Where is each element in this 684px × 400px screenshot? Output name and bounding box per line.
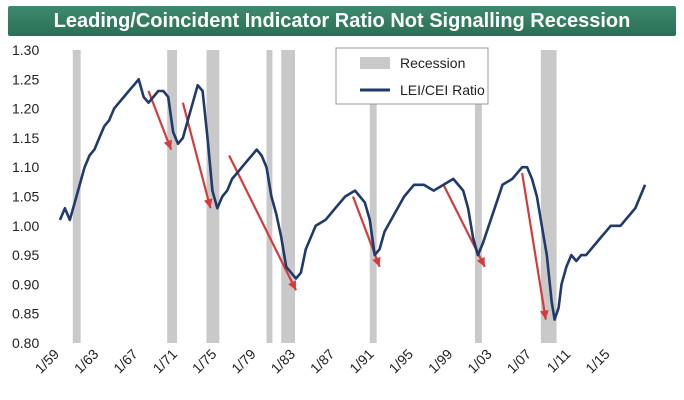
trend-arrow-shaft (228, 154, 297, 291)
trend-arrow-head (476, 256, 485, 267)
y-tick-label: 1.30 (12, 42, 39, 58)
y-tick-label: 0.95 (12, 247, 39, 263)
recession-band (266, 50, 273, 343)
series-line-lei-cei-ratio (58, 78, 647, 321)
legend-swatch-recession (360, 57, 390, 69)
recession-band (369, 50, 377, 343)
chart-title-bar: Leading/Coincident Indicator Ratio Not S… (8, 6, 676, 36)
trend-arrow-head (372, 256, 381, 267)
chart-title: Leading/Coincident Indicator Ratio Not S… (53, 10, 631, 32)
series-line-group (58, 78, 647, 321)
trend-arrow-head (288, 280, 296, 291)
y-tick-label: 1.20 (12, 101, 39, 117)
axes: 1.30 1.25 1.20 1.15 1.10 1.05 1.00 0.95 0.90 0.85… (12, 42, 613, 376)
recession-band (281, 50, 296, 343)
y-tick-label: 1.15 (12, 130, 39, 146)
legend-label-lei-cei-ratio: LEI/CEI Ratio (400, 82, 485, 98)
x-tick-label: 1/75 (189, 346, 220, 377)
y-tick-label: 1.25 (12, 71, 39, 87)
recession-band (474, 50, 482, 343)
y-tick-label: 0.80 (12, 335, 39, 351)
x-tick-label: 1/79 (228, 346, 259, 377)
y-tick-label: 1.00 (12, 218, 39, 234)
recession-band (540, 50, 557, 343)
x-tick-label: 1/91 (346, 346, 377, 377)
legend-label-recession: Recession (400, 55, 465, 71)
x-tick-label: 1/71 (150, 346, 181, 377)
trend-arrow-shaft (147, 90, 173, 151)
x-tick-label: 1/67 (110, 346, 141, 377)
x-tick-label: 1/07 (504, 346, 535, 377)
y-tick-label: 1.10 (12, 159, 39, 175)
x-tick-label: 1/83 (268, 346, 299, 377)
trend-arrow-head (540, 309, 549, 320)
x-tick-label: 1/63 (71, 346, 102, 377)
x-tick-label: 1/03 (464, 346, 495, 377)
y-tick-label: 0.90 (12, 276, 39, 292)
x-tick-label: 1/11 (544, 346, 574, 376)
x-tick-label: 1/99 (425, 346, 456, 377)
x-tick-label: 1/15 (582, 346, 613, 377)
x-tick-label: 1/95 (386, 346, 417, 377)
trend-arrow-head (163, 139, 172, 150)
recession-band (167, 50, 178, 343)
x-tick-label: 1/87 (307, 346, 338, 377)
y-tick-label: 0.85 (12, 306, 39, 322)
legend: Recession LEI/CEI Ratio (335, 47, 489, 105)
trend-arrow-shaft (521, 172, 547, 320)
y-tick-label: 1.05 (12, 189, 39, 205)
trend-arrow-head (203, 198, 213, 209)
